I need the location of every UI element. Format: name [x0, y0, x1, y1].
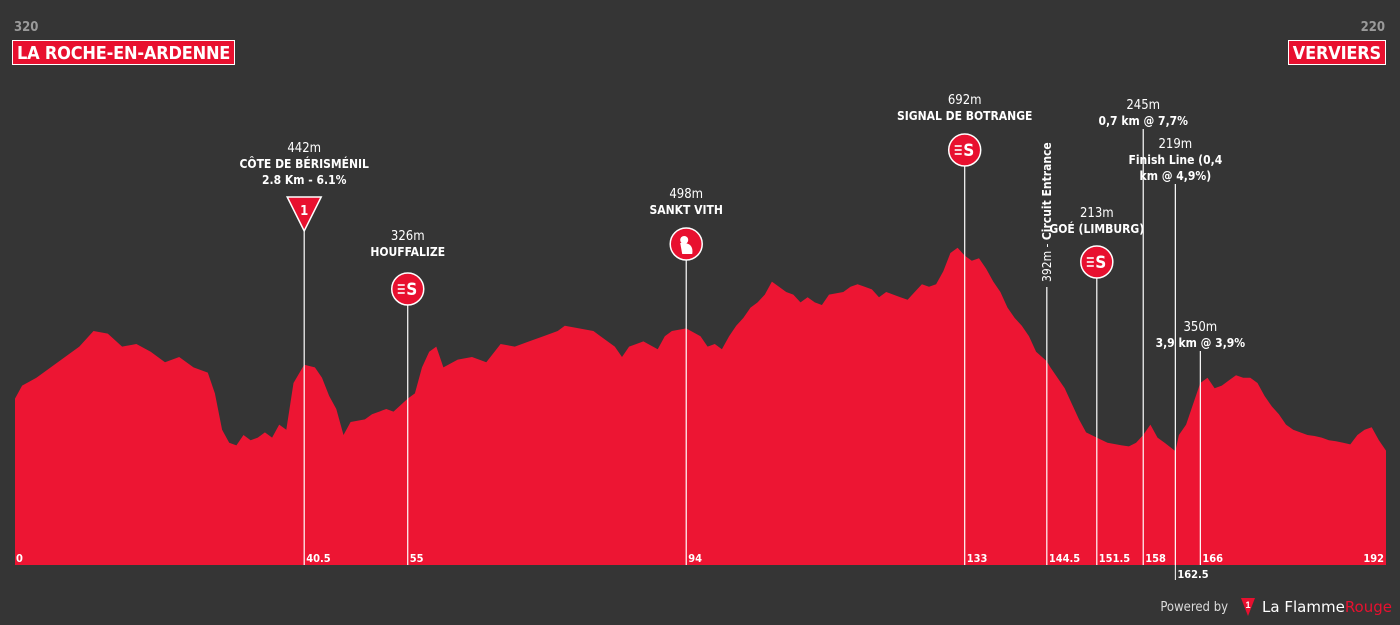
marker-title-8-0: 3,9 km @ 3,9%: [1156, 336, 1246, 350]
brand-name-part1: La Flamme: [1262, 598, 1345, 616]
marker-altitude-7: 219m: [1158, 137, 1192, 152]
marker-title-7-0: Finish Line (0,4: [1128, 153, 1222, 167]
intermediate-sprint-icon: S: [390, 272, 425, 306]
marker-title-0-0: CÔTE DE BÉRISMÉNIL: [239, 156, 369, 171]
marker-altitude-1: 326m: [391, 229, 425, 244]
marker-title-6-0: 0,7 km @ 7,7%: [1098, 114, 1188, 128]
start-city-label: LA ROCHE-EN-ARDENNE: [12, 40, 236, 65]
marker-altitude-2: 498m: [669, 187, 703, 202]
marker-altitude-8: 350m: [1183, 320, 1217, 335]
sprint-letter: S: [1095, 253, 1106, 273]
sprint-circle: [390, 272, 425, 306]
marker-altitude-4: 392m -: [1040, 240, 1054, 282]
start-altitude: 320: [14, 20, 38, 35]
brand-name: La FlammeRouge: [1262, 598, 1392, 616]
marker-title-4: Circuit Entrance: [1040, 142, 1054, 240]
marker-altitude-6: 245m: [1126, 98, 1160, 113]
marker-altitude-3: 692m: [948, 93, 982, 108]
marker-altitude-0: 442m: [287, 141, 321, 156]
km-tick-6: 151.5: [1099, 552, 1130, 565]
intermediate-sprint-icon: S: [947, 133, 982, 167]
climb-triangle: [285, 196, 323, 233]
km-tick-9: 166: [1202, 552, 1223, 565]
brand-name-part2: Rouge: [1344, 598, 1392, 616]
intermediate-sprint-icon: S: [1080, 245, 1114, 279]
km-tick-3: 94: [688, 552, 702, 565]
logo-digit: 1: [1246, 600, 1251, 610]
km-tick-10: 192: [1363, 552, 1384, 565]
finish-altitude: 220: [1361, 20, 1385, 35]
marker-title-1-0: HOUFFALIZE: [370, 245, 445, 259]
marker-label-vertical-4: 392m - Circuit Entrance: [1040, 142, 1054, 282]
km-tick-0: 0: [16, 552, 23, 565]
km-tick-4: 133: [967, 552, 988, 565]
marker-title-5-0: GOÉ (LIMBURG): [1049, 221, 1144, 236]
km-tick-7: 158: [1145, 552, 1166, 565]
footer-branding: Powered by 1 La FlammeRouge: [1160, 595, 1392, 619]
marker-altitude-5: 213m: [1080, 206, 1114, 221]
km-tick-5: 144.5: [1049, 552, 1080, 565]
climb-category-1-icon: 1: [285, 196, 323, 233]
feed-bag-top: [680, 236, 689, 244]
climb-category-text: 1: [300, 204, 308, 219]
feed-bag-body: [680, 242, 693, 254]
marker-title-0-1: 2.8 Km - 6.1%: [262, 173, 347, 187]
km-tick-1: 40.5: [306, 552, 331, 565]
feed-zone-icon: [669, 227, 703, 261]
sprint-circle: [947, 133, 982, 167]
marker-title-2-0: SANKT VITH: [650, 203, 723, 217]
la-flamme-rouge-logo-icon: 1: [1241, 598, 1256, 616]
marker-title-3-0: SIGNAL DE BOTRANGE: [897, 109, 1032, 123]
sprint-letter: S: [963, 141, 974, 161]
sprint-letter: S: [406, 280, 417, 300]
powered-by-text: Powered by: [1160, 599, 1229, 615]
elevation-area: [15, 247, 1386, 566]
km-tick-8: 162.5: [1177, 568, 1208, 581]
sprint-circle: [1080, 245, 1114, 279]
marker-title-7-1: km @ 4,9%): [1140, 169, 1212, 183]
finish-city-label: VERVIERS: [1287, 40, 1386, 65]
km-tick-2: 55: [410, 552, 424, 565]
